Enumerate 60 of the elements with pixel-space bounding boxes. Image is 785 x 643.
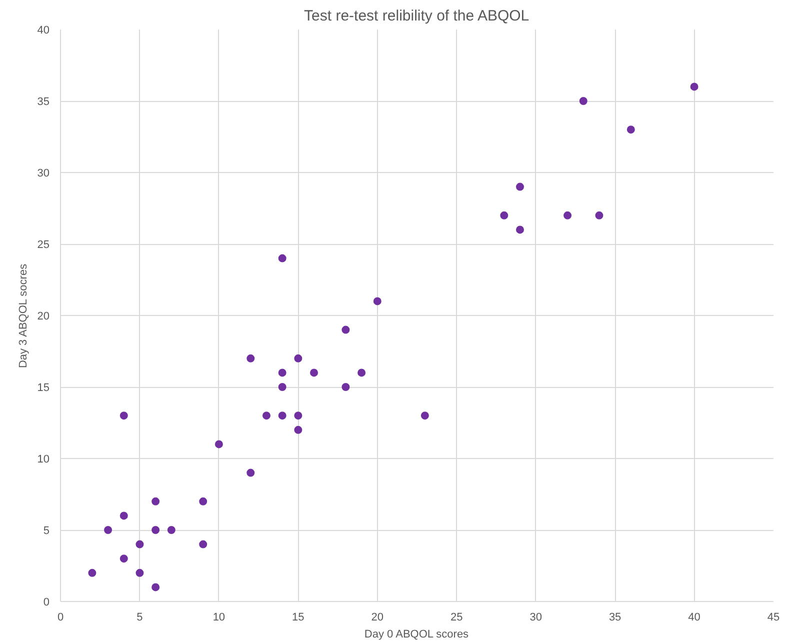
y-tick-label: 30 [37,168,50,180]
x-tick-label: 30 [530,612,542,624]
point [294,426,302,434]
x-tick-label: 45 [767,612,780,624]
y-tick-label: 40 [37,24,50,36]
y-tick-label: 15 [37,382,50,394]
point [246,354,255,362]
x-tick-label: 40 [688,612,700,624]
point [342,326,350,334]
y-tick-label: 10 [37,454,50,466]
point [278,383,286,391]
point [420,412,429,420]
point [88,568,96,577]
point [214,440,223,448]
x-tick-label: 0 [57,612,64,624]
x-tick-label: 25 [450,612,463,624]
point [152,526,160,534]
y-tick-label: 35 [37,96,50,108]
point [516,226,524,234]
point [564,211,572,220]
point [120,412,128,420]
point [595,211,604,220]
point [262,412,270,420]
point [167,526,176,534]
x-tick-label: 10 [212,612,226,624]
point [516,182,524,191]
point [690,82,698,91]
point [246,468,255,477]
point [152,583,160,592]
x-axis-title: Day 0 ABQOL scores [364,628,470,640]
point [136,540,144,548]
x-tick-label: 20 [371,612,384,624]
x-tick-label: 35 [608,612,622,624]
point [579,97,588,105]
point [294,412,302,420]
point [278,368,286,377]
point [136,568,144,577]
y-tick-label: 5 [43,525,50,537]
y-tick-label: 25 [37,239,50,251]
x-tick-label: 15 [292,612,304,624]
chart-title: Test re-test relibility of the ABQOL [304,8,530,24]
x-tick-label: 5 [136,612,143,624]
y-tick-label: 0 [43,596,50,608]
point [500,211,508,220]
point [373,297,382,306]
y-axis-title: Day 3 ABQOL socres [17,263,30,368]
point [120,554,128,563]
point [278,412,286,420]
point [310,368,318,377]
point [342,383,350,391]
point [278,254,286,262]
point [120,512,128,520]
point [152,497,160,506]
y-tick-label: 20 [37,310,50,322]
point [199,540,208,548]
point [104,526,112,534]
point [626,126,635,134]
point [358,368,366,377]
point [294,354,302,362]
point [199,497,208,506]
